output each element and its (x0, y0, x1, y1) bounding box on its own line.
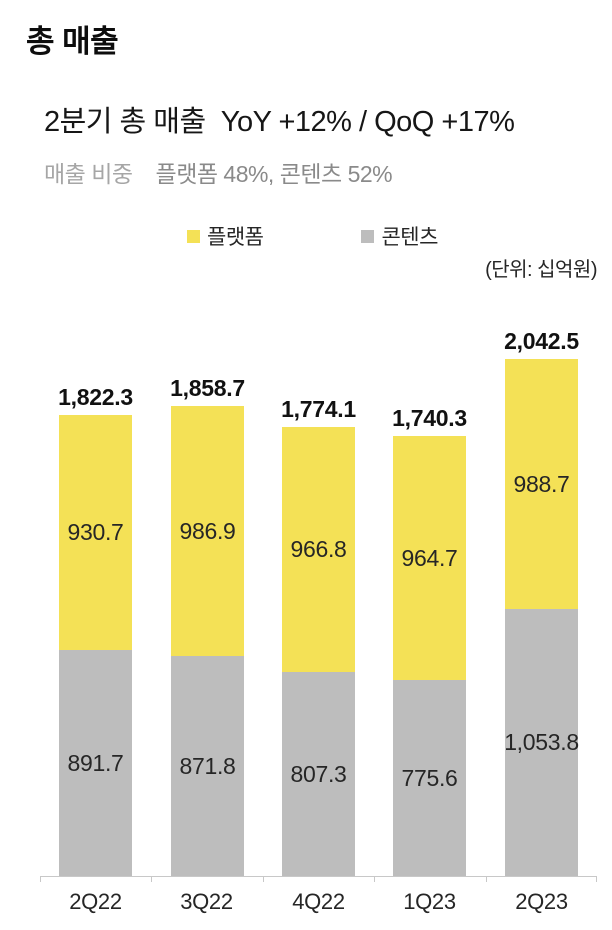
x-axis-label-4Q22: 4Q22 (292, 889, 345, 914)
content-value-label: 1,053.8 (504, 729, 579, 755)
bar-segment-platform-2Q22: 930.7 (59, 415, 132, 650)
total-label-3Q22: 1,858.7 (170, 374, 245, 401)
content-value-label: 807.3 (290, 760, 347, 787)
axis-tick (263, 877, 264, 882)
x-axis-label-1Q23: 1Q23 (403, 889, 456, 914)
chart: 1,822.3 930.7 891.7 2Q22 1,858.7 986.9 871.8 3Q… (40, 328, 597, 914)
x-axis-label-3Q22: 3Q22 (180, 889, 233, 914)
axis-tick (486, 877, 487, 882)
legend-item-content: 콘텐츠 (361, 221, 438, 251)
x-axis-line (40, 876, 597, 877)
content-value-label: 871.8 (179, 752, 236, 779)
legend-item-platform: 플랫폼 (187, 221, 264, 251)
legend-swatch-platform (187, 229, 200, 243)
total-label-2Q22: 1,822.3 (58, 383, 133, 410)
axis-tick (151, 877, 152, 882)
content-value-label: 891.7 (67, 749, 124, 776)
revenue-share-line: 매출 비중 플랫폼 48%, 콘텐츠 52% (44, 155, 393, 189)
content-value-label: 775.6 (401, 764, 458, 791)
platform-value-label: 930.7 (67, 519, 124, 545)
axis-tick (374, 877, 375, 882)
page-title: 총 매출 (26, 24, 119, 59)
bar-column-4Q22: 1,774.1 966.8 807.3 (281, 396, 356, 876)
x-axis-label-2Q23: 2Q23 (515, 889, 568, 914)
bar-segment-platform-4Q22: 966.8 (282, 427, 355, 672)
bar-segment-content-2Q22: 891.7 (59, 650, 132, 876)
platform-value-label: 964.7 (401, 544, 458, 571)
axis-tick (596, 877, 597, 882)
legend-label-platform: 플랫폼 (207, 226, 264, 249)
total-label-1Q23: 1,740.3 (392, 404, 467, 431)
bar-segment-platform-1Q23: 964.7 (393, 436, 466, 680)
unit-note: (단위: 십억원) (485, 259, 597, 281)
revenue-headline: 2분기 총 매출 YoY +12% / QoQ +17% (44, 106, 515, 138)
legend-label-content: 콘텐츠 (381, 226, 438, 249)
chart-legend: 플랫폼 콘텐츠 (187, 221, 438, 251)
x-axis-label-2Q22: 2Q22 (69, 889, 122, 914)
platform-value-label: 986.9 (179, 517, 236, 544)
bar-column-2Q23: 2,042.5 988.7 1,053.8 (504, 328, 579, 876)
axis-tick (40, 877, 41, 882)
bar-column-2Q22: 1,822.3 930.7 891.7 (58, 384, 133, 876)
total-label-2Q23: 2,042.5 (504, 327, 579, 354)
bar-segment-platform-2Q23: 988.7 (505, 359, 578, 609)
platform-value-label: 988.7 (513, 470, 570, 497)
revenue-share-value: 플랫폼 48%, 콘텐츠 52% (155, 161, 393, 187)
bar-segment-content-3Q22: 871.8 (171, 656, 244, 876)
bar-segment-content-4Q22: 807.3 (282, 672, 355, 876)
bar-segment-content-2Q23: 1,053.8 (504, 609, 579, 876)
bar-segment-content-1Q23: 775.6 (393, 680, 466, 876)
revenue-share-label: 매출 비중 (44, 161, 133, 187)
bar-column-3Q22: 1,858.7 986.9 871.8 (170, 375, 245, 876)
legend-swatch-content (361, 229, 375, 243)
platform-value-label: 966.8 (290, 536, 347, 562)
bar-column-1Q23: 1,740.3 964.7 775.6 (392, 405, 467, 876)
bar-segment-platform-3Q22: 986.9 (171, 406, 244, 656)
total-label-4Q22: 1,774.1 (281, 395, 356, 422)
